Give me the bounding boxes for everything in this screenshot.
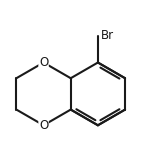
Text: Br: Br: [100, 29, 113, 42]
Text: O: O: [39, 56, 48, 69]
Text: O: O: [39, 119, 48, 132]
